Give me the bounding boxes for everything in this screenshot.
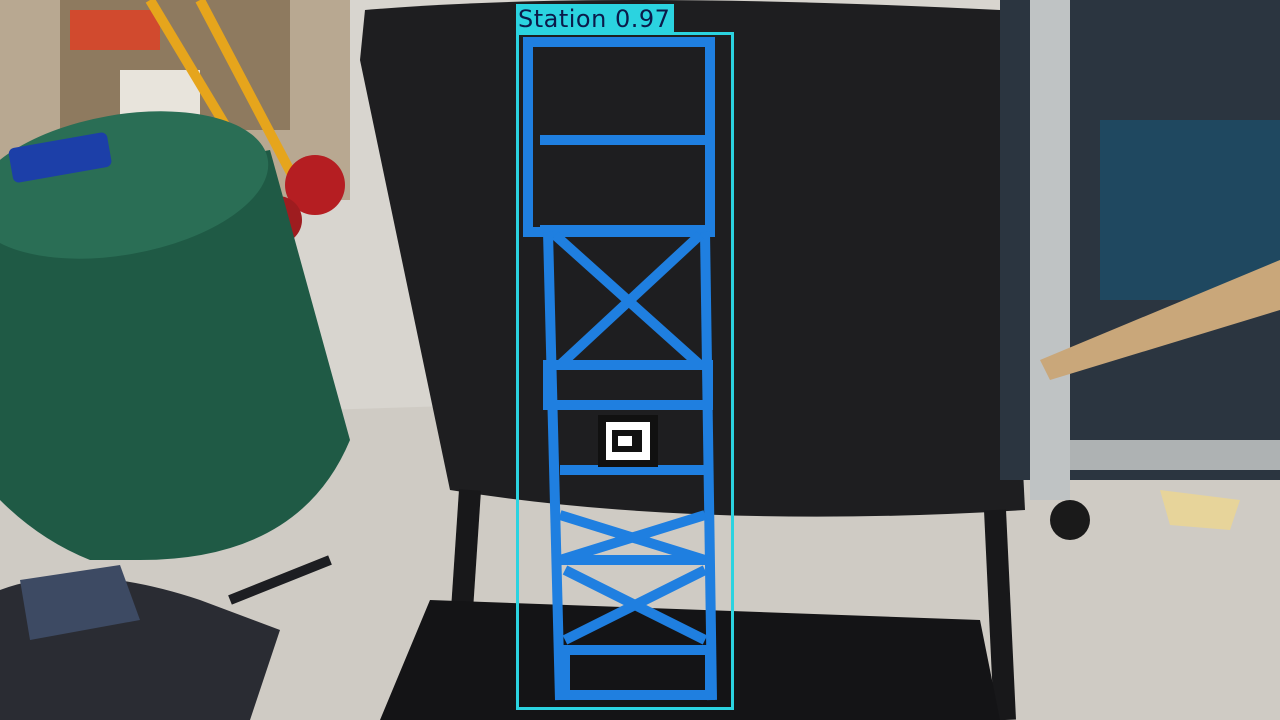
detection-bounding-box xyxy=(516,32,734,710)
station-tower xyxy=(523,37,717,701)
metal-rack xyxy=(1000,0,1280,540)
detection-label: Station 0.97 xyxy=(516,4,675,34)
fiducial-marker xyxy=(598,415,658,467)
detection-confidence: 0.97 xyxy=(614,5,671,33)
detection-class: Station xyxy=(518,5,607,33)
green-barrel xyxy=(0,111,350,560)
